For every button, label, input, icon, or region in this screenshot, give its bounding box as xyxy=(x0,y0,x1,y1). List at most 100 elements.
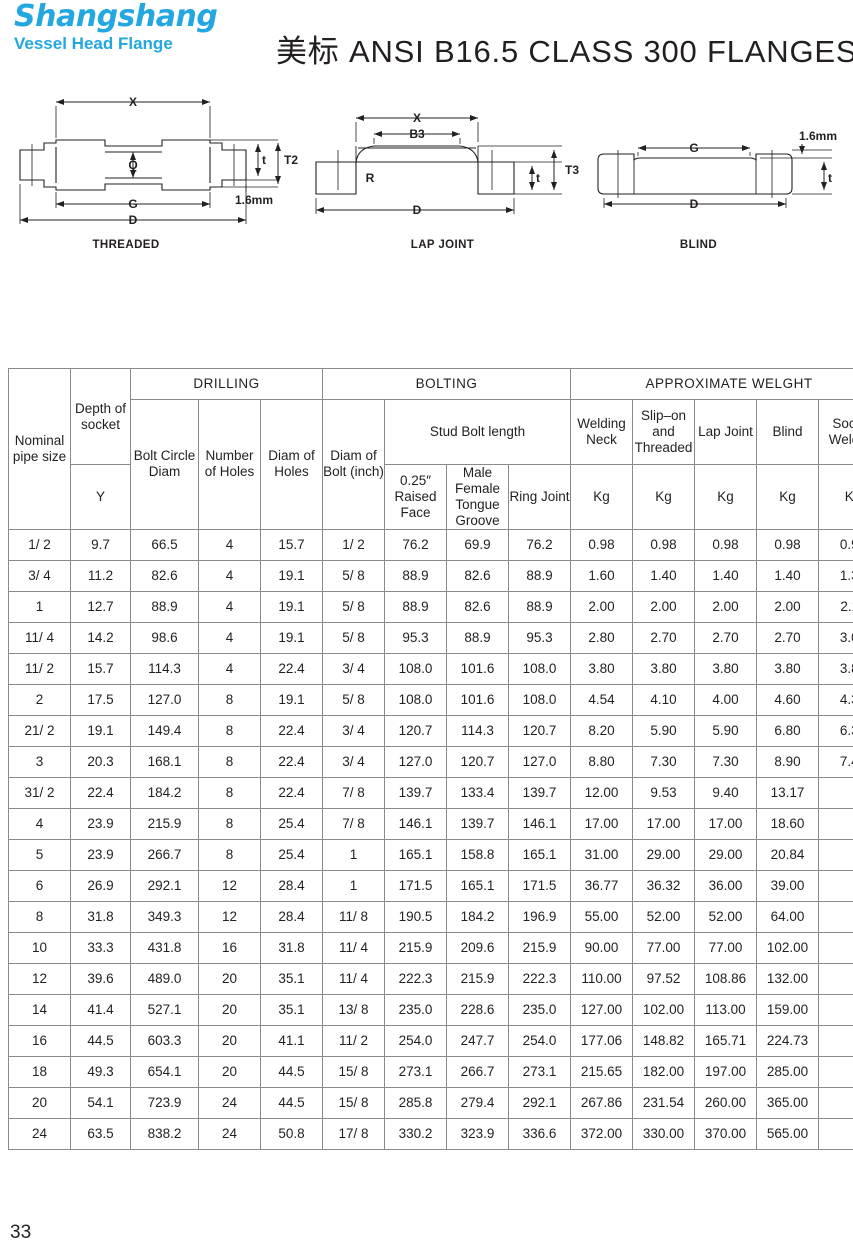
table-cell: 4 xyxy=(198,590,261,623)
th-ring-joint: Ring Joint xyxy=(508,464,572,530)
table-cell: 4 xyxy=(198,652,261,685)
table-cell: 1/ 2 xyxy=(8,528,71,561)
table-cell: 15/ 8 xyxy=(322,1055,386,1088)
table-cell: 132.00 xyxy=(756,962,820,995)
table-cell: 6 xyxy=(8,869,71,902)
table-cell: 29.00 xyxy=(694,838,758,871)
table-cell: 12 xyxy=(198,869,261,902)
table-cell: 76.2 xyxy=(508,528,572,561)
table-cell: 603.3 xyxy=(130,1024,199,1057)
header-row-groups: Nominal pipe size Depth of socket DRILLI… xyxy=(8,368,853,530)
table-cell: 3/ 4 xyxy=(322,745,386,778)
table-cell xyxy=(818,1024,853,1057)
table-row: 5 23.9 266.7 8 25.4 1 165.1 158.8 165.1 31.00 29.0… xyxy=(8,838,853,871)
table-cell: 14 xyxy=(8,993,71,1026)
table-cell: 35.1 xyxy=(259,993,324,1026)
table-cell: 4 xyxy=(8,807,71,840)
table-cell: 139.7 xyxy=(384,776,448,809)
table-row: 11/ 4 14.2 98.6 4 19.1 5/ 8 95.3 88.9 95.3 2.80 2.… xyxy=(8,621,853,654)
table-cell: 8 xyxy=(198,714,261,747)
table-cell: 6.36 xyxy=(818,714,853,747)
table-cell: 31/ 2 xyxy=(8,776,71,809)
label-x: X xyxy=(129,95,137,109)
table-cell: 254.0 xyxy=(384,1024,448,1057)
table-cell: 25.4 xyxy=(259,807,324,840)
label-g: G xyxy=(128,197,137,211)
table-cell: 7.44 xyxy=(818,745,853,778)
table-cell xyxy=(818,807,853,840)
table-cell: 330.00 xyxy=(632,1117,696,1150)
table-cell: 120.7 xyxy=(508,714,572,747)
th-unit-kg-slip-on: Kg xyxy=(632,464,696,530)
table-cell: 273.1 xyxy=(384,1055,448,1088)
table-cell: 273.1 xyxy=(508,1055,572,1088)
table-cell: 1.60 xyxy=(570,559,634,592)
table-cell: 36.00 xyxy=(694,869,758,902)
table-cell: 565.00 xyxy=(756,1117,820,1150)
table-cell: 148.82 xyxy=(632,1024,696,1057)
table-cell: 15.7 xyxy=(259,528,324,561)
table-cell: 723.9 xyxy=(130,1086,199,1119)
table-cell: 1 xyxy=(322,869,386,902)
table-row: 20 54.1 723.9 24 44.5 15/ 8 285.8 279.4 292.1 267… xyxy=(8,1086,853,1119)
table-cell: 8.80 xyxy=(570,745,634,778)
table-cell: 20 xyxy=(8,1086,71,1119)
table-cell: 2.80 xyxy=(570,621,634,654)
table-cell: 4.37 xyxy=(818,683,853,716)
label-x: X xyxy=(413,111,421,125)
table-cell: 149.4 xyxy=(130,714,199,747)
table-row: 12 39.6 489.0 20 35.1 11/ 4 222.3 215.9 222.3 110… xyxy=(8,962,853,995)
table-cell: 4.10 xyxy=(632,683,696,716)
table-cell: 222.3 xyxy=(384,962,448,995)
table-cell: 489.0 xyxy=(130,962,199,995)
table-cell: 17/ 8 xyxy=(322,1117,386,1150)
table-cell: 7/ 8 xyxy=(322,807,386,840)
table-cell: 15/ 8 xyxy=(322,1086,386,1119)
th-group-bolting: BOLTING xyxy=(322,368,572,400)
table-cell: 8 xyxy=(198,745,261,778)
table-cell: 3 xyxy=(8,745,71,778)
table-cell: 66.5 xyxy=(130,528,199,561)
table-cell: 1/ 2 xyxy=(322,528,386,561)
table-row: 24 63.5 838.2 24 50.8 17/ 8 330.2 323.9 336.6 372… xyxy=(8,1117,853,1150)
table-cell: 22.4 xyxy=(70,776,131,809)
table-cell: 292.1 xyxy=(508,1086,572,1119)
table-row: 10 33.3 431.8 16 31.8 11/ 4 215.9 209.6 215.9 90.… xyxy=(8,931,853,964)
table-cell: 12.7 xyxy=(70,590,131,623)
table-cell: 22.4 xyxy=(259,745,324,778)
table-cell: 35.1 xyxy=(259,962,324,995)
label-d: D xyxy=(413,203,422,217)
table-cell: 267.86 xyxy=(570,1086,634,1119)
table-cell: 127.0 xyxy=(130,683,199,716)
table-cell: 8 xyxy=(8,900,71,933)
table-cell: 209.6 xyxy=(446,931,510,964)
table-cell: 108.0 xyxy=(508,683,572,716)
table-cell: 17.00 xyxy=(694,807,758,840)
table-cell: 108.0 xyxy=(384,652,448,685)
logo-tagline-part1: Vessel Head xyxy=(14,33,114,53)
table-cell: 654.1 xyxy=(130,1055,199,1088)
table-cell: 17.00 xyxy=(570,807,634,840)
table-cell: 5/ 8 xyxy=(322,683,386,716)
label-d: D xyxy=(129,213,138,227)
table-cell: 215.9 xyxy=(384,931,448,964)
table-body: 1/ 2 9.7 66.5 4 15.7 1/ 2 76.2 69.9 76.2 0.98 0.98… xyxy=(8,528,853,1150)
table-cell: 98.6 xyxy=(130,621,199,654)
table-cell: 0.98 xyxy=(756,528,820,561)
table-cell: 8.90 xyxy=(756,745,820,778)
table-cell: 330.2 xyxy=(384,1117,448,1150)
table-cell: 36.77 xyxy=(570,869,634,902)
th-unit-kg-socket-welding: Kg xyxy=(818,464,853,530)
label-d: D xyxy=(690,197,699,211)
table-cell: 231.54 xyxy=(632,1086,696,1119)
table-cell: 165.1 xyxy=(384,838,448,871)
label-g: G xyxy=(689,141,698,155)
logo-tagline: Vessel Head Flange xyxy=(14,34,214,54)
table-cell: 146.1 xyxy=(508,807,572,840)
table-cell: 101.6 xyxy=(446,683,510,716)
table-cell: 2.70 xyxy=(632,621,696,654)
table-cell: 5.90 xyxy=(694,714,758,747)
diagram-caption-threaded: THREADED xyxy=(92,239,160,251)
table-cell: 25.4 xyxy=(259,838,324,871)
label-q: Q xyxy=(128,158,137,172)
